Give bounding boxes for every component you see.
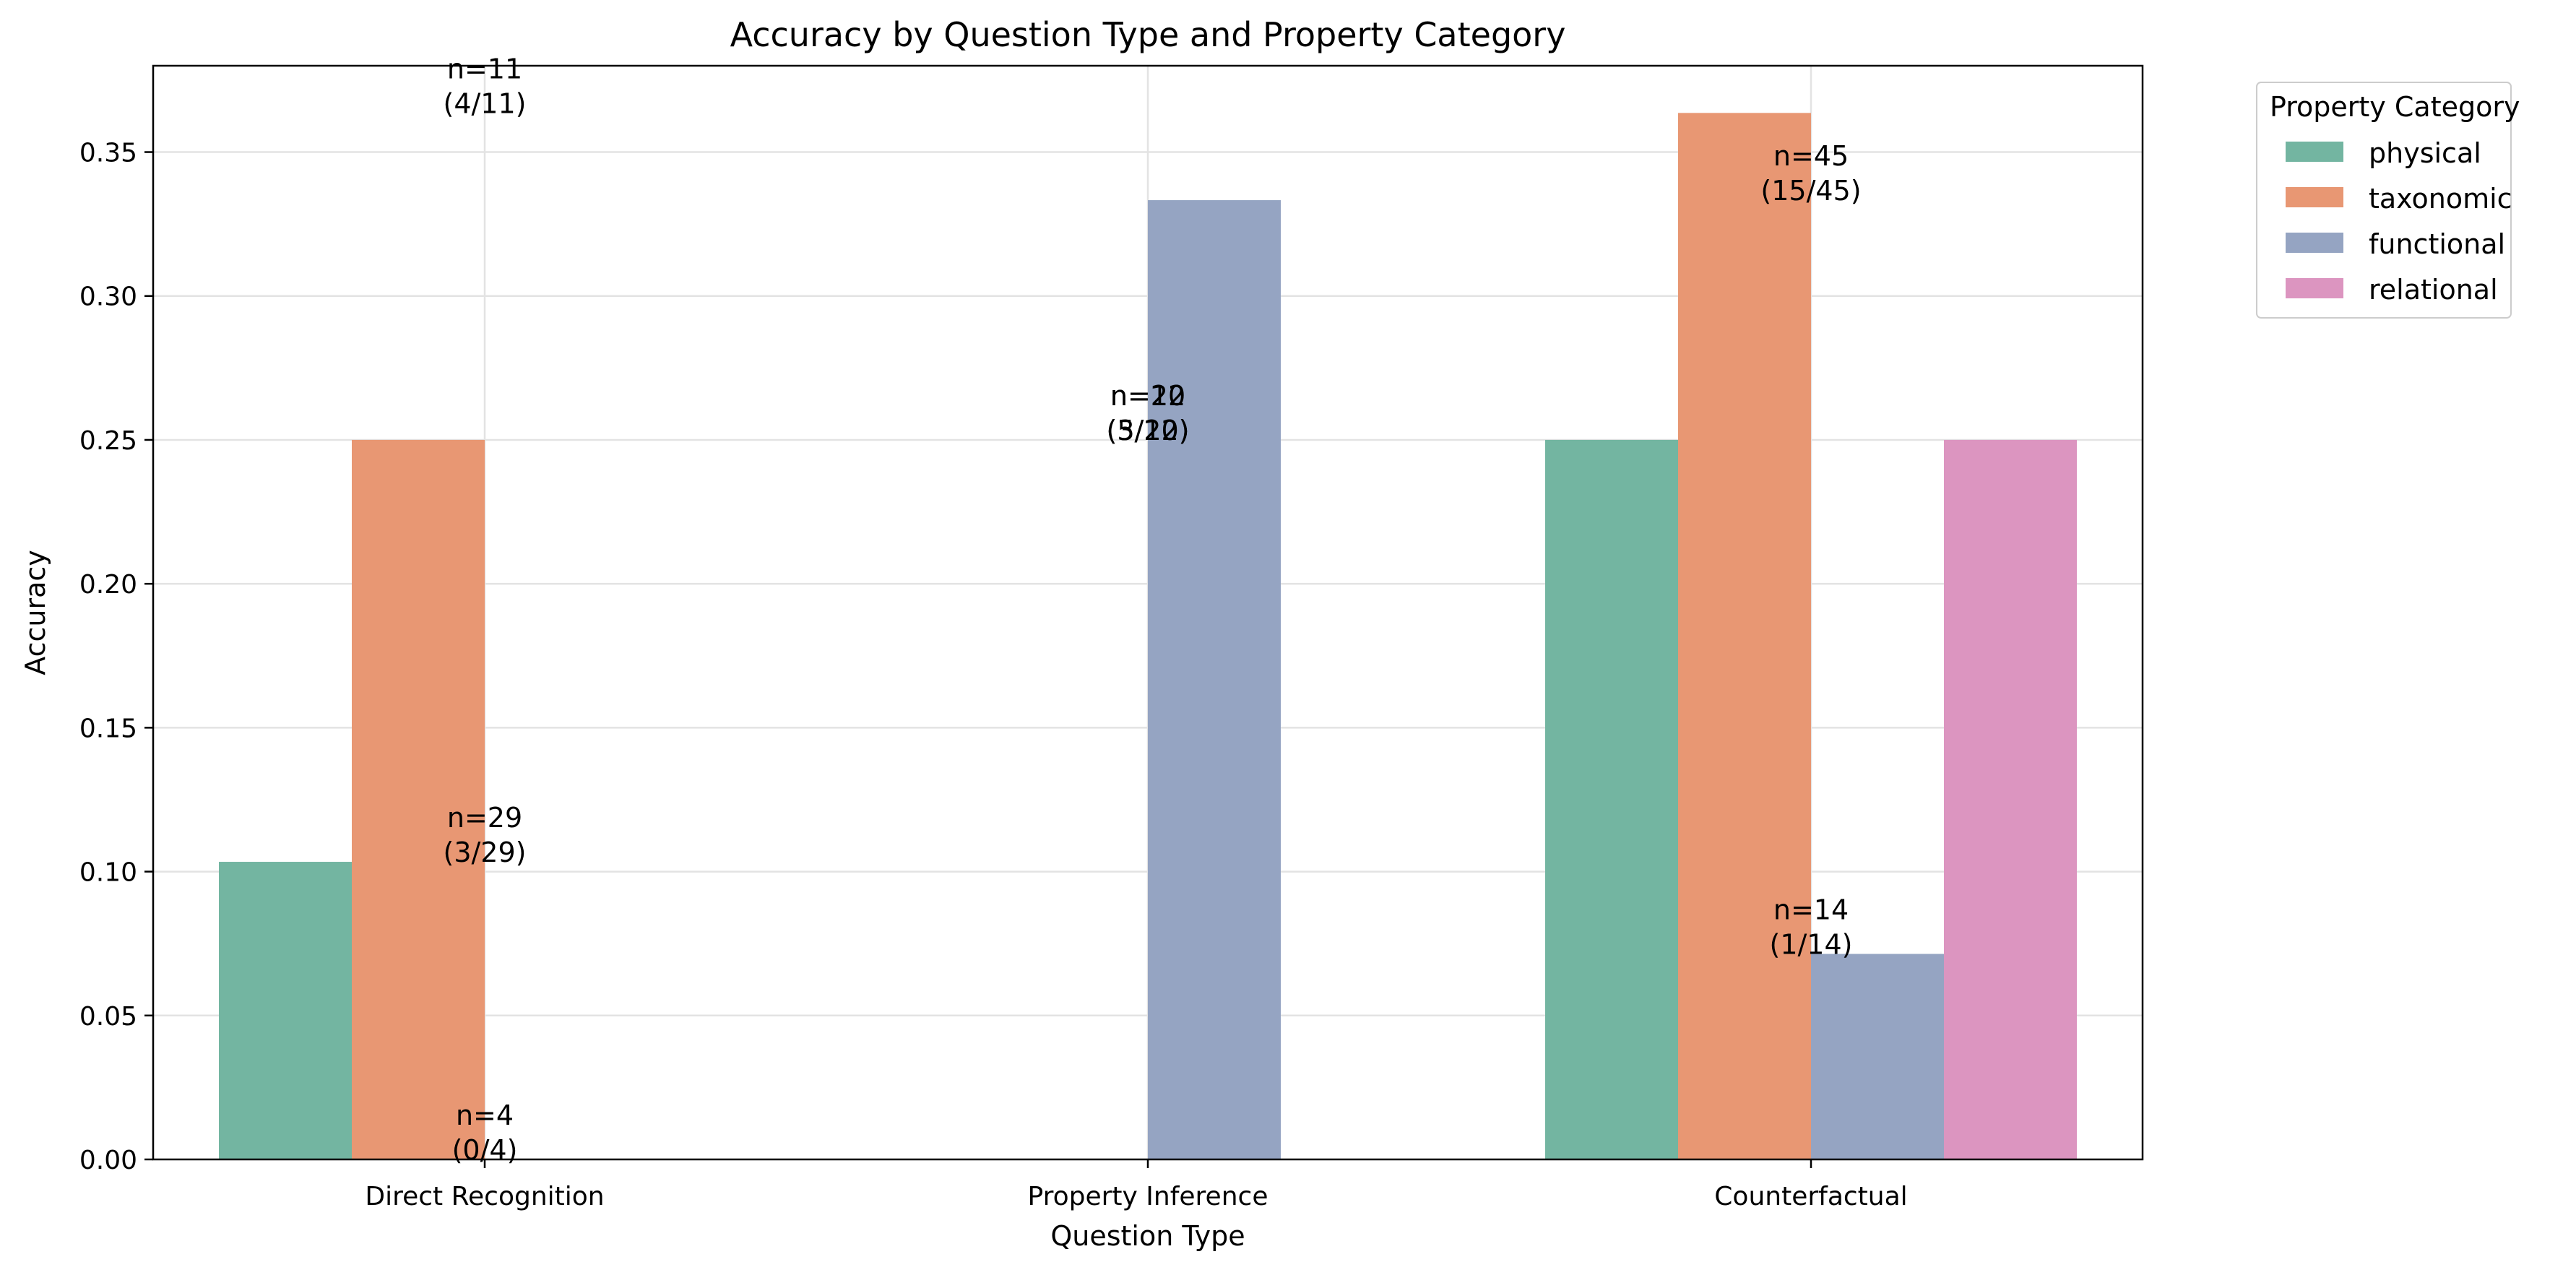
- y-tick-label: 0.00: [79, 1146, 137, 1175]
- bar-functional: [1811, 954, 1944, 1159]
- bar-physical: [219, 862, 352, 1159]
- x-tick-label: Property Inference: [1028, 1182, 1268, 1211]
- legend-swatch-taxonomic: [2286, 187, 2343, 207]
- legend: Property Category physical taxonomic funct…: [2256, 82, 2520, 319]
- y-tick-label: 0.35: [79, 139, 137, 168]
- legend-label-functional: functional: [2369, 228, 2505, 260]
- bar-annotation-line: n=29: [447, 802, 522, 834]
- bar-annotation-line: (3/29): [444, 837, 527, 868]
- bar-annotation-line: (15/45): [1760, 175, 1861, 207]
- bar-physical: [1545, 439, 1678, 1159]
- bar-taxonomic: [352, 439, 485, 1159]
- y-tick-label: 0.20: [79, 570, 137, 600]
- legend-items: physical taxonomic functional relational: [2286, 137, 2512, 306]
- x-tick-label: Counterfactual: [1714, 1182, 1907, 1211]
- y-axis-label: Accuracy: [20, 550, 51, 675]
- chart-title: Accuracy by Question Type and Property C…: [730, 15, 1566, 54]
- x-axis-ticks: Direct Recognition Property Inference Coun…: [365, 1159, 1908, 1211]
- bar-annotation: n=11 (4/11): [444, 53, 527, 119]
- bar-annotation: n=14 (1/14): [1770, 894, 1853, 961]
- bar-annotation: n=4 (0/4): [452, 1099, 518, 1166]
- legend-label-taxonomic: taxonomic: [2369, 183, 2512, 215]
- y-tick-label: 0.15: [79, 714, 137, 743]
- y-tick-label: 0.25: [79, 426, 137, 456]
- bar-annotation-line: n=4: [456, 1099, 514, 1131]
- legend-swatch-functional: [2286, 233, 2343, 253]
- bar-annotations: n=29 (3/29)n=11 (4/11)n=4 (0/4)n=12 (3/12)n=…: [444, 53, 1862, 1166]
- y-axis-ticks: 0.00 0.05 0.10 0.15 0.20 0.25 0.30 0.35: [79, 139, 153, 1175]
- bar-annotation-line: n=45: [1773, 140, 1849, 172]
- bar-annotation-line: (0/4): [452, 1134, 518, 1166]
- bar-taxonomic: [1678, 113, 1811, 1159]
- bar-annotation-line: n=12: [1110, 380, 1185, 412]
- legend-label-relational: relational: [2369, 274, 2498, 306]
- x-axis-label: Question Type: [1050, 1220, 1245, 1252]
- bar-annotation-line: n=20: [1110, 380, 1185, 412]
- legend-title: Property Category: [2270, 91, 2520, 123]
- bar-annotation-line: (1/14): [1770, 929, 1853, 961]
- bar-annotation: n=29 (3/29): [444, 802, 527, 868]
- bars: [219, 113, 2077, 1159]
- legend-swatch-physical: [2286, 142, 2343, 162]
- bar-annotation-line: n=14: [1773, 894, 1849, 926]
- bar-annotation: n=20 (5/20): [1107, 380, 1190, 446]
- bar-functional: [1148, 200, 1281, 1159]
- bar-annotation: n=45 (15/45): [1760, 140, 1861, 207]
- bar-annotation-line: (5/20): [1107, 415, 1190, 446]
- legend-swatch-relational: [2286, 278, 2343, 298]
- bar-annotation: n=12 (3/12): [1107, 380, 1190, 446]
- y-tick-label: 0.05: [79, 1002, 137, 1032]
- bar-relational: [1944, 439, 2077, 1159]
- x-tick-label: Direct Recognition: [365, 1182, 604, 1211]
- bar-annotation-line: (4/11): [444, 87, 527, 119]
- y-tick-label: 0.30: [79, 282, 137, 312]
- legend-box: [2256, 82, 2512, 319]
- y-tick-label: 0.10: [79, 858, 137, 888]
- bar-annotation-line: n=11: [447, 53, 522, 85]
- bar-annotation-line: (3/12): [1107, 415, 1190, 446]
- legend-label-physical: physical: [2369, 137, 2481, 169]
